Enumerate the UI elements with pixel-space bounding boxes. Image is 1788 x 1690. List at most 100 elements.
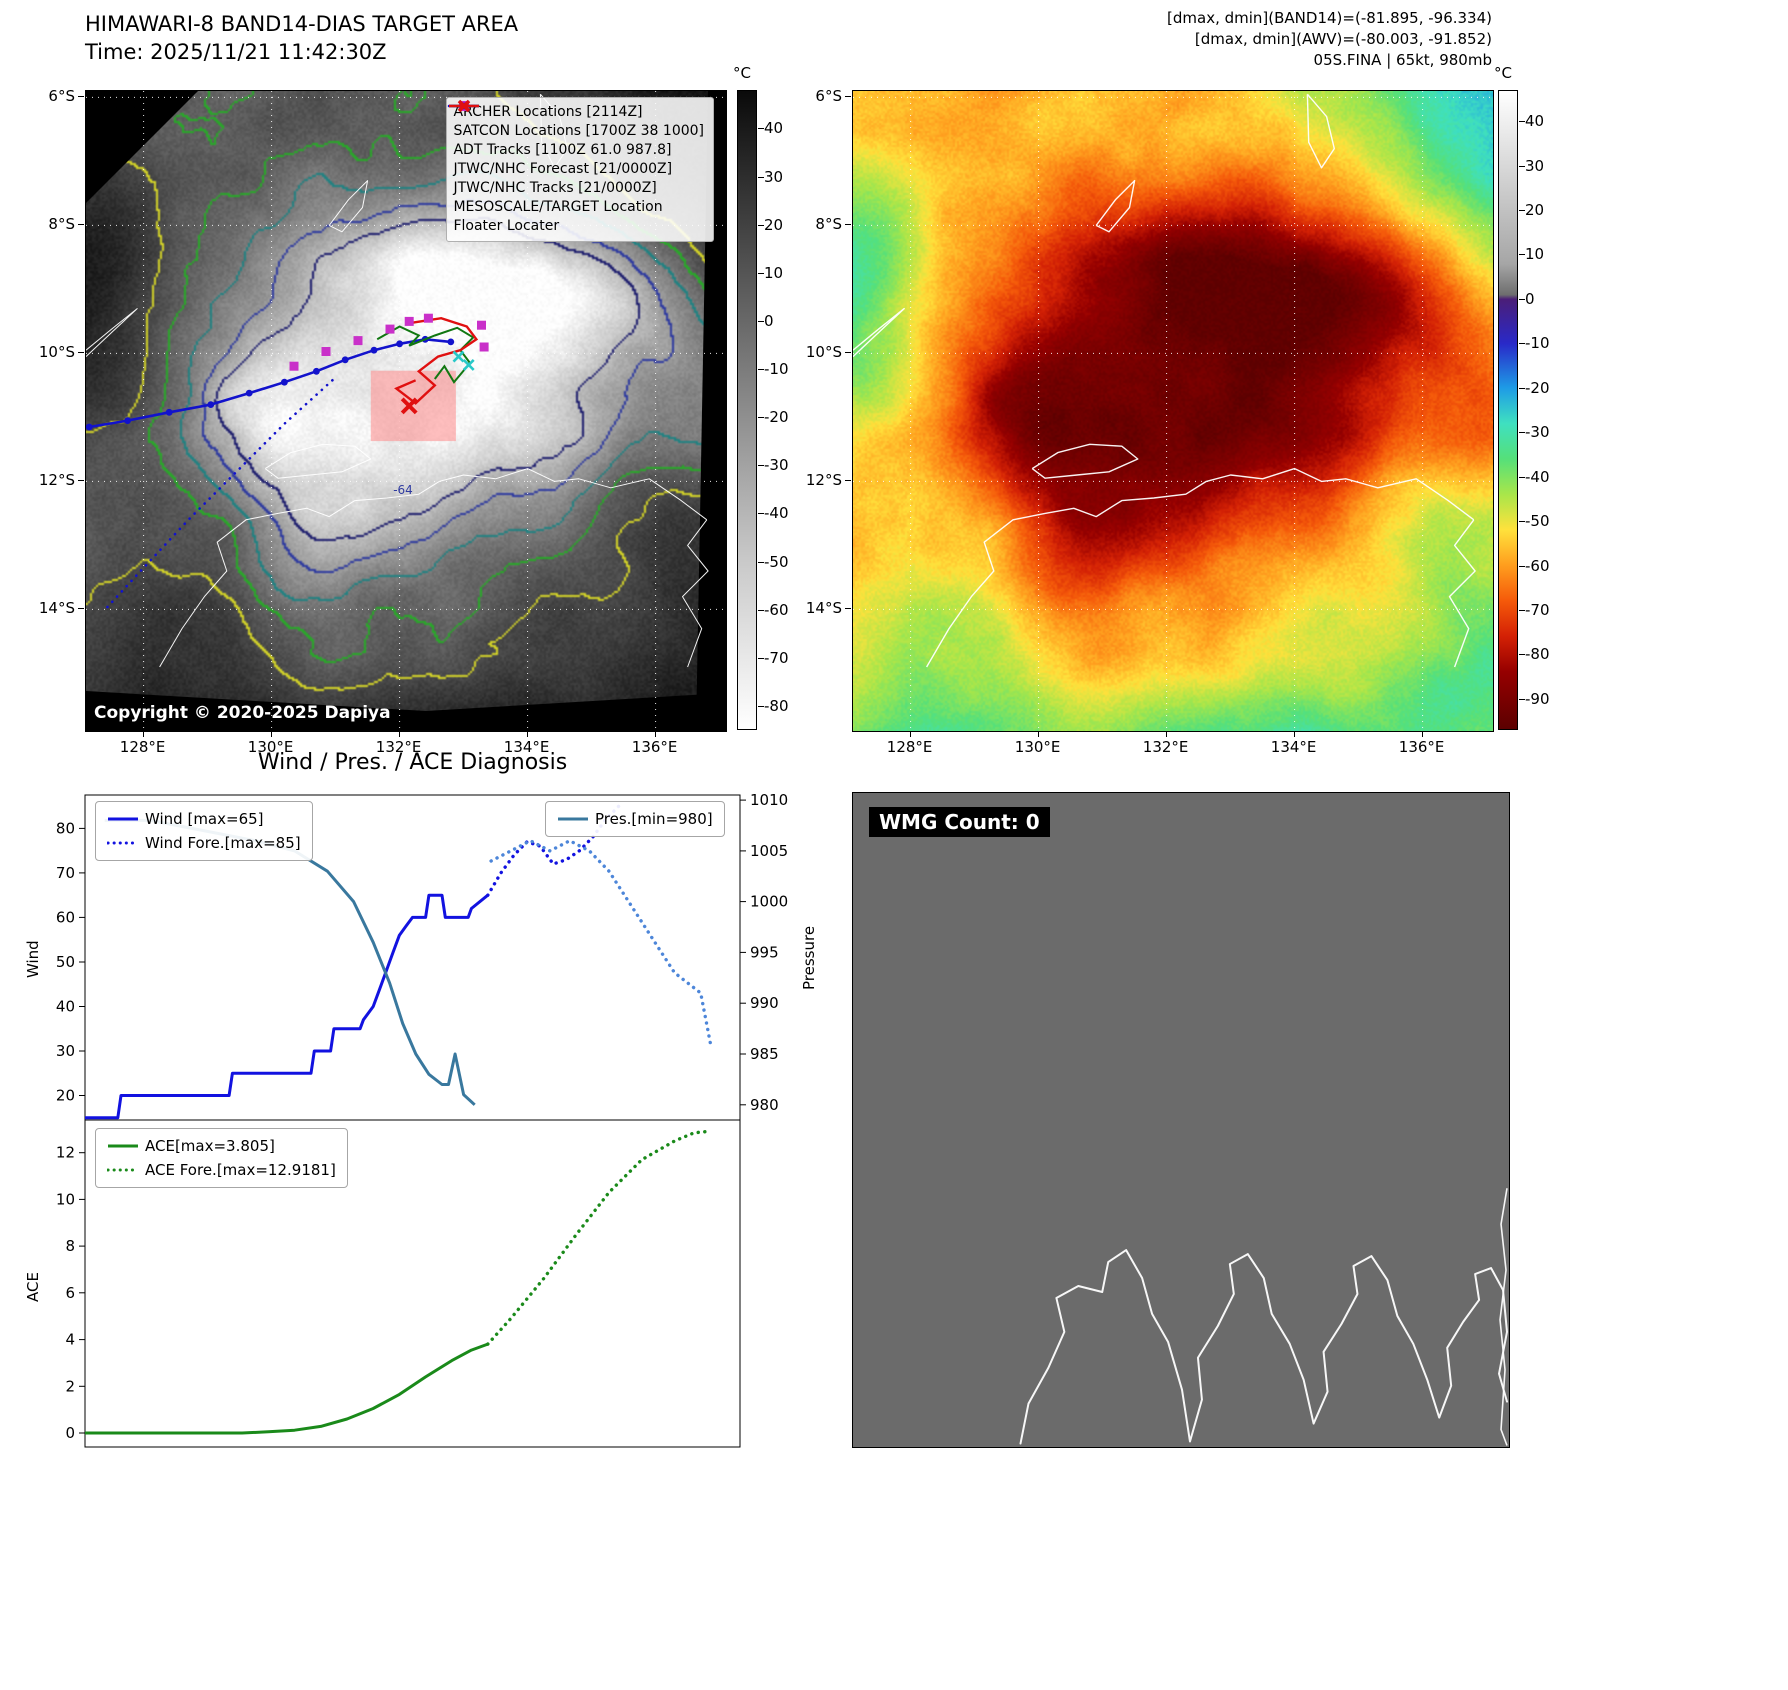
x-axis-tick	[398, 731, 400, 737]
jtwc-track-line	[88, 337, 451, 429]
colorbar-tick	[1519, 521, 1525, 523]
jtwc-track-point	[341, 356, 349, 364]
coastline	[1499, 1188, 1508, 1446]
colorbar-tick-label: 20	[1525, 201, 1545, 219]
solid-line-icon	[108, 1144, 138, 1148]
legend-item-label: ACE[max=3.805]	[145, 1137, 275, 1155]
colorbar-tick	[1519, 254, 1525, 256]
coastline	[1031, 443, 1139, 479]
y-axis-tick-label: 980	[750, 1096, 779, 1114]
colorbar-tick-label: -40	[764, 504, 789, 523]
y-axis-tick	[78, 352, 84, 354]
wind-chart-series-3	[489, 839, 713, 1046]
archer-marker	[479, 342, 489, 352]
wmg-map	[1019, 1188, 1509, 1446]
solid-line-icon	[108, 817, 138, 821]
ace-legend: ACE[max=3.805] ACE Fore.[max=12.9181]	[95, 1128, 348, 1188]
colorbar-tick	[1519, 121, 1525, 123]
colorbar-tick-label: -40	[1525, 467, 1550, 486]
map-legend: ARCHER Locations [2114Z] SATCON Locations…	[446, 97, 714, 242]
jtwc-track-point	[447, 338, 455, 346]
swath-edge	[86, 691, 726, 731]
colorbar-tick-label: -30	[764, 456, 789, 475]
y-axis-tick-label: 6	[65, 1284, 75, 1302]
satcon-x-icon	[452, 350, 465, 363]
colorbar-tick-label: -60	[1525, 556, 1550, 575]
y-axis-tick-label: 12°S	[38, 471, 75, 490]
y-axis-tick-label: 8°S	[48, 215, 75, 234]
colorbar-tick-label: 40	[764, 119, 784, 138]
y-axis-tick-label: 0	[65, 1424, 75, 1442]
y-axis-tick-label: 10	[56, 1190, 75, 1208]
legend-item-label: Wind [max=65]	[145, 810, 264, 828]
jtwc-forecast-line	[103, 378, 334, 611]
y-axis-tick-label: 10°S	[805, 343, 842, 362]
band14-map-panel: -64 ARCHER Locations [2114Z] SATCON Locat…	[85, 90, 727, 732]
jtwc-track-point	[245, 389, 253, 397]
y-axis-tick	[845, 608, 851, 610]
y-axis-tick-label: 6°S	[48, 87, 75, 106]
colorbar	[1498, 90, 1518, 730]
coastline	[159, 468, 708, 668]
colorbar-unit-label: °C	[733, 64, 751, 82]
colorbar-tick-label: -80	[764, 696, 789, 715]
x-axis-tick-label: 136°E	[1398, 738, 1445, 756]
colorbar-unit-label: °C	[1494, 64, 1512, 82]
coastline	[1306, 93, 1335, 169]
x-axis-tick	[1421, 731, 1423, 737]
y-axis-tick	[845, 352, 851, 354]
y-axis-tick-label: 80	[56, 819, 75, 837]
wind-axis-label: Wind	[24, 940, 42, 978]
y-axis-tick-label: 990	[750, 994, 779, 1012]
colorbar-tick-label: -70	[1525, 601, 1550, 619]
colorbar-tick-label: 0	[764, 311, 774, 330]
colorbar-tick-label: 0	[1525, 289, 1535, 308]
archer-marker	[353, 336, 363, 346]
legend-item-label: Floater Locater	[453, 218, 560, 234]
awv-header: [dmax, dmin](BAND14)=(-81.895, -96.334) …	[1167, 8, 1492, 71]
y-axis-tick	[845, 96, 851, 98]
wmg-panel: WMG Count: 0	[852, 792, 1510, 1448]
colorbar-tick	[1519, 298, 1525, 300]
coastline	[1019, 1249, 1509, 1445]
colorbar-tick	[1519, 432, 1525, 434]
x-axis-tick	[654, 731, 656, 737]
colorbar	[737, 90, 757, 730]
legend-item: ACE[max=3.805]	[107, 1134, 336, 1158]
colorbar-tick	[758, 224, 764, 226]
colorbar-tick	[758, 561, 764, 563]
x-axis-tick	[526, 731, 528, 737]
colorbar-tick-label: 30	[764, 167, 784, 186]
dmax-dmin-band14-label: [dmax, dmin](BAND14)=(-81.895, -96.334)	[1167, 9, 1492, 27]
colorbar-tick-label: -30	[1525, 423, 1550, 442]
legend-item: ACE Fore.[max=12.9181]	[107, 1158, 336, 1182]
wind-chart-series-0	[85, 893, 489, 1120]
satcon-x-icon	[462, 359, 475, 371]
colorbar-tick	[758, 369, 764, 371]
y-axis-tick	[845, 224, 851, 226]
colorbar-tick	[758, 513, 764, 515]
solid-line-icon	[558, 817, 588, 821]
y-axis-tick	[78, 224, 84, 226]
y-axis-tick-label: 1000	[750, 893, 788, 911]
colorbar-tick	[1519, 654, 1525, 656]
x-axis-tick	[142, 731, 144, 737]
coastline	[853, 307, 905, 358]
x-axis-tick-label: 128°E	[886, 738, 933, 756]
y-axis-tick-label: 10°S	[38, 343, 75, 362]
x-axis-tick-label: 134°E	[503, 738, 550, 756]
y-axis-tick-label: 14°S	[805, 599, 842, 618]
legend-item-label: MESOSCALE/TARGET Location	[453, 199, 663, 215]
archer-marker	[385, 324, 395, 334]
awv-overlay	[853, 91, 1493, 731]
coastline	[328, 180, 369, 233]
y-axis-tick-label: 30	[56, 1042, 75, 1060]
x-axis-tick	[1293, 731, 1295, 737]
y-axis-tick-label: 2	[65, 1377, 75, 1395]
legend-item-label: JTWC/NHC Forecast [21/0000Z]	[453, 161, 673, 177]
colorbar-tick	[758, 657, 764, 659]
colorbar-tick-label: -80	[1525, 645, 1550, 664]
pressure-axis-label: Pressure	[800, 925, 818, 990]
y-axis-tick-label: 60	[56, 908, 75, 926]
pressure-legend: Pres.[min=980]	[545, 801, 725, 837]
